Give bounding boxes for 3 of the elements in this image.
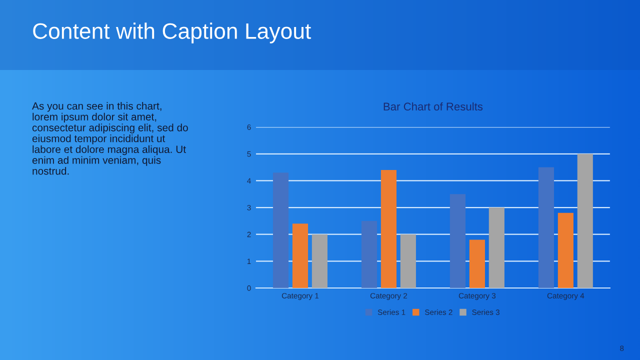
text: Content with Caption Layout xyxy=(33,22,312,44)
text: As you can see in this chart, lorem ipsum dolor sit amet, consectetur adipiscing elit, sed do eiusmod tempor incididunt ut labore et dolore magna aliqua. Ut enim ad minim veniam, quis nostrud. xyxy=(32,102,188,175)
chart-title: Bar Chart of Results xyxy=(384,102,483,111)
